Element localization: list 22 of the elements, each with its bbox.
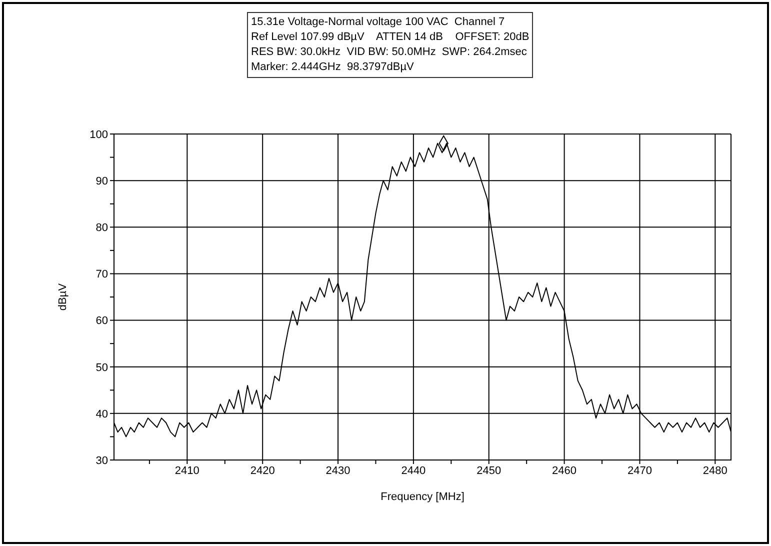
- x-tick-label: 2470: [627, 464, 652, 477]
- y-tick-label: 60: [96, 315, 108, 328]
- y-tick-label: 50: [96, 362, 108, 374]
- y-tick-label: 100: [90, 128, 108, 141]
- x-tick-label: 2410: [174, 464, 200, 477]
- y-tick-label: 90: [96, 175, 108, 188]
- x-tick-label: 2440: [401, 464, 426, 477]
- y-tick-label: 80: [96, 222, 108, 234]
- x-tick-label: 2460: [552, 464, 577, 477]
- text: RES BW: 30.0kHz VID BW: 50.0MHz SWP: 264.2msec: [251, 45, 528, 60]
- y-tick-label: 40: [96, 408, 108, 420]
- x-tick-label: 2430: [326, 464, 350, 477]
- x-axis-title: Frequency [MHz]: [380, 491, 464, 503]
- y-axis-title: dBµV: [56, 282, 69, 311]
- text: Marker: 2.444GHz 98.3797dBµV: [251, 60, 415, 75]
- y-tick-label: 70: [96, 268, 108, 281]
- chart-title: 15.31e Voltage-Normal voltage 100 VAC Channel 7: [251, 15, 506, 30]
- x-tick-label: 2480: [702, 464, 728, 477]
- text: Ref Level 107.99 dBµV ATTEN 14 dB OFFSET: 20dB: [251, 30, 530, 45]
- x-tick-label: 2420: [250, 464, 275, 477]
- x-tick-label: 2450: [476, 464, 502, 477]
- y-tick-label: 30: [96, 454, 108, 467]
